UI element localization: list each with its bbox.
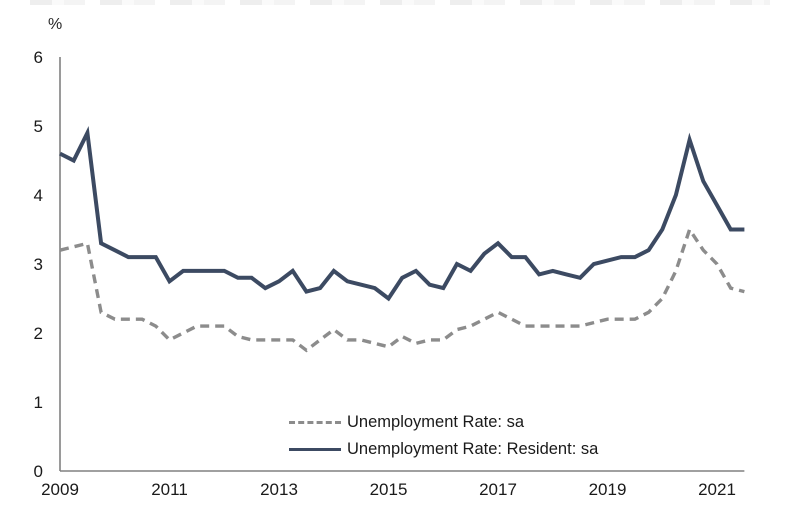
legend-item-overall: Unemployment Rate: sa: [289, 412, 598, 432]
legend-label-overall: Unemployment Rate: sa: [347, 412, 524, 431]
legend-solid-line-swatch: [289, 447, 341, 451]
x-tick-label: 2019: [589, 480, 627, 499]
legend-item-resident: Unemployment Rate: Resident: sa: [289, 439, 598, 459]
x-tick-label: 2013: [260, 480, 298, 499]
legend-label-resident: Unemployment Rate: Resident: sa: [347, 439, 599, 458]
y-tick-label: 3: [34, 255, 43, 274]
legend: Unemployment Rate: sa Unemployment Rate:…: [289, 412, 598, 459]
x-tick-label: 2017: [479, 480, 517, 499]
y-tick-label: 0: [34, 462, 43, 481]
y-tick-label: 5: [34, 117, 43, 136]
x-tick-label: 2009: [41, 480, 79, 499]
series-line-overall: [59, 225, 745, 353]
y-tick-label: 4: [34, 186, 43, 205]
x-tick-label: 2015: [370, 480, 408, 499]
x-tick-label: 2011: [151, 480, 188, 499]
series-line-resident: [59, 126, 745, 302]
y-tick-label: 6: [34, 48, 43, 67]
cropped-header-artifact: [30, 0, 770, 5]
y-tick-label: 2: [34, 324, 43, 343]
x-tick-label: 2021: [698, 480, 736, 499]
y-axis-unit-label: %: [48, 16, 63, 33]
y-tick-label: 1: [34, 393, 43, 412]
legend-dashed-line-swatch: [289, 420, 341, 424]
